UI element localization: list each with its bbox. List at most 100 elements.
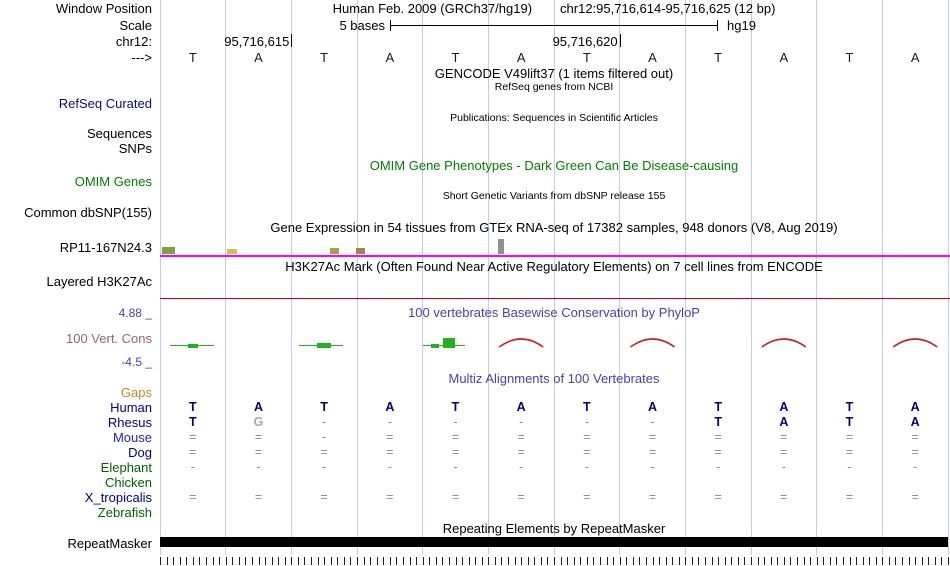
- ruler-base: A: [779, 50, 789, 65]
- ruler-bottom-tick: [481, 557, 483, 565]
- multiz-cell: =: [648, 430, 657, 444]
- ruler-bottom-tick: [613, 557, 615, 565]
- ruler-bottom-tick: [317, 557, 319, 565]
- base-guideline: [619, 0, 621, 555]
- track-label-refseq-curated[interactable]: RefSeq Curated: [58, 96, 152, 111]
- track-title-gencode[interactable]: GENCODE V49lift37 (1 items filtered out): [434, 66, 674, 81]
- ruler-bottom-tick: [396, 557, 398, 565]
- multiz-cell: T: [845, 415, 854, 429]
- track-title-gtex[interactable]: Gene Expression in 54 tissues from GTEx …: [270, 220, 838, 235]
- multiz-cell: -: [519, 415, 524, 429]
- track-label-gtex-gene[interactable]: RP11-167N24.3: [59, 240, 152, 255]
- ruler-bottom-tick: [350, 557, 352, 565]
- multiz-cell: =: [320, 445, 328, 459]
- multiz-cell: =: [189, 445, 197, 459]
- track-label-repeatmasker[interactable]: RepeatMasker: [67, 536, 152, 551]
- track-title-repeatmasker[interactable]: Repeating Elements by RepeatMasker: [442, 521, 666, 536]
- multiz-species-label-x_tropicalis[interactable]: X_tropicalis: [84, 490, 152, 505]
- scale-bar-tick-right: [717, 20, 718, 31]
- multiz-cell: =: [648, 445, 657, 459]
- ruler-bottom-tick: [160, 557, 161, 565]
- multiz-cell: =: [780, 490, 788, 504]
- ruler-bottom-tick: [737, 557, 739, 565]
- multiz-cell: =: [583, 430, 591, 444]
- ruler-bottom-tick: [777, 557, 779, 565]
- ruler-bottom-tick: [416, 557, 418, 565]
- phylop-positive-bar: [188, 344, 198, 348]
- track-label-omim-genes[interactable]: OMIM Genes: [74, 174, 152, 189]
- ruler-base: A: [910, 50, 920, 65]
- ruler-bottom-tick: [337, 557, 339, 565]
- ruler-bottom-tick: [875, 557, 877, 565]
- scale-bar-line: [390, 25, 718, 26]
- ruler-bottom-tick: [258, 557, 260, 565]
- ruler-base: A: [385, 50, 395, 65]
- track-title-multiz[interactable]: Multiz Alignments of 100 Vertebrates: [448, 371, 660, 386]
- multiz-cell: =: [386, 430, 394, 444]
- ruler-bottom-tick: [928, 557, 930, 565]
- ruler-bottom-tick: [271, 557, 273, 565]
- multiz-cell: A: [516, 400, 526, 414]
- gtex-expression-bar: [162, 247, 175, 254]
- ruler-bottom-tick: [547, 557, 549, 565]
- track-label-layered-h3k27ac[interactable]: Layered H3K27Ac: [46, 274, 152, 289]
- ruler-bottom-tick: [238, 557, 240, 565]
- base-guideline: [750, 0, 752, 555]
- multiz-cell: =: [845, 430, 854, 444]
- ruler-bottom-tick: [580, 557, 582, 565]
- multiz-species-label-human[interactable]: Human: [110, 400, 152, 415]
- gtex-expression-bar: [498, 239, 504, 254]
- ruler-bottom-tick: [941, 557, 943, 565]
- multiz-species-label-elephant[interactable]: Elephant: [100, 460, 152, 475]
- multiz-cell: -: [913, 460, 918, 474]
- phylop-positive-bar: [443, 338, 455, 348]
- multiz-species-label-zebrafish[interactable]: Zebrafish: [97, 505, 152, 520]
- ruler-bottom-tick: [488, 557, 490, 565]
- ruler-bottom-tick: [422, 557, 424, 565]
- repeatmasker-element-bar[interactable]: [160, 537, 948, 547]
- multiz-cell: -: [584, 460, 589, 474]
- multiz-species-label-mouse[interactable]: Mouse: [112, 430, 152, 445]
- ruler-bottom-tick: [744, 557, 746, 565]
- ruler-bottom-tick: [245, 557, 247, 565]
- ruler-bottom-tick: [560, 557, 562, 565]
- ruler-bottom-tick: [225, 557, 227, 565]
- multiz-cell: -: [781, 460, 786, 474]
- ruler-bottom-tick: [527, 557, 529, 565]
- multiz-cell: =: [845, 445, 854, 459]
- multiz-cell: =: [320, 490, 328, 504]
- multiz-species-label-chicken[interactable]: Chicken: [105, 475, 152, 490]
- track-title-publications[interactable]: Publications: Sequences in Scientific Ar…: [450, 112, 658, 124]
- ruler-bottom-tick: [678, 557, 680, 565]
- phylop-baseline-segment: [423, 345, 465, 346]
- multiz-cell: =: [254, 445, 263, 459]
- ruler-bottom-tick: [402, 557, 404, 565]
- multiz-cell: -: [650, 415, 655, 429]
- multiz-cell: -: [387, 415, 392, 429]
- window-position-header: Human Feb. 2009 (GRCh37/hg19) chr12:95,71…: [160, 1, 948, 16]
- track-label-snps[interactable]: SNPs: [118, 141, 152, 156]
- track-title-refseq[interactable]: RefSeq genes from NCBI: [494, 81, 614, 93]
- track-label-common-dbsnp[interactable]: Common dbSNP(155): [24, 205, 152, 220]
- track-title-dbsnp[interactable]: Short Genetic Variants from dbSNP releas…: [442, 190, 666, 202]
- multiz-cell: T: [189, 415, 197, 429]
- multiz-cell: =: [648, 490, 657, 504]
- multiz-cell: =: [451, 445, 460, 459]
- gtex-expression-bar: [227, 249, 237, 254]
- multiz-cell: -: [716, 460, 721, 474]
- track-title-conservation[interactable]: 100 vertebrates Basewise Conservation by…: [408, 305, 700, 320]
- multiz-cell: =: [911, 490, 919, 504]
- ruler-bottom-tick: [639, 557, 641, 565]
- ruler-bottom-tick: [219, 557, 221, 565]
- track-title-omim[interactable]: OMIM Gene Phenotypes - Dark Green Can Be…: [369, 158, 739, 173]
- multiz-species-label-dog[interactable]: Dog: [128, 445, 152, 460]
- ruler-bottom-tick: [764, 557, 766, 565]
- track-label-sequences[interactable]: Sequences: [86, 126, 152, 141]
- ruler-bottom-tick: [751, 557, 752, 565]
- multiz-species-label-rhesus[interactable]: Rhesus: [107, 415, 152, 430]
- track-label-100-vert-cons[interactable]: 100 Vert. Cons: [66, 331, 152, 346]
- multiz-gaps-label: Gaps: [120, 385, 152, 400]
- track-title-h3k27ac[interactable]: H3K27Ac Mark (Often Found Near Active Re…: [285, 259, 823, 274]
- scale-row-label: Scale: [119, 18, 152, 33]
- multiz-cell: A: [779, 415, 789, 429]
